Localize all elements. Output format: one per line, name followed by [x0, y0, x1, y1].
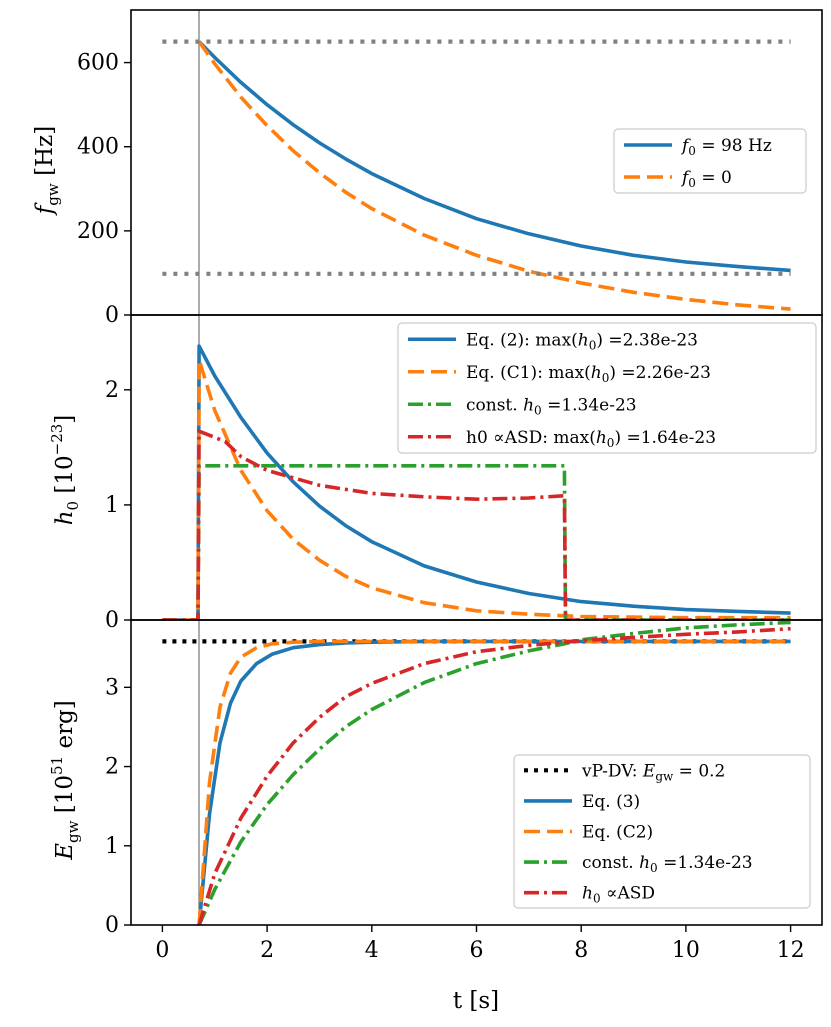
amplitude-panel: 0 1 2 h0 [10−23] Eq. (2): max(h0) =2.38e-2…: [48, 314, 823, 633]
y-tick-label: 2: [105, 755, 119, 780]
legend-box: [397, 322, 817, 454]
x-tick-label: 8: [574, 938, 588, 963]
legend-label-eq-c1: Eq. (C1): max(h0) =2.26e-23: [466, 363, 711, 385]
y-tick-label: 3: [105, 675, 119, 700]
legend-label-const-h0: const. h0 =1.34e-23: [582, 853, 753, 875]
y-tick-label: 200: [77, 219, 119, 244]
legend-frequency: f0 = 98 Hz f0 = 0: [613, 128, 807, 194]
y-tick-label: 600: [77, 51, 119, 76]
legend-label-eq-2: Eq. (2): max(h0) =2.38e-23: [466, 330, 698, 352]
series-eq-2: [162, 344, 791, 620]
legend-amplitude: Eq. (2): max(h0) =2.38e-23 Eq. (C1): max(…: [397, 322, 817, 454]
legend-box: [513, 754, 811, 909]
xlabel-time: t [s]: [453, 988, 499, 1014]
x-tick-label: 6: [470, 938, 484, 963]
y-tick-label: 0: [105, 913, 119, 938]
y-tick-label: 0: [105, 303, 119, 328]
legend-label-f0-0: f0 = 0: [680, 168, 732, 190]
x-tick-label: 10: [672, 938, 700, 963]
series-const-h0: [197, 620, 791, 925]
x-tick-label: 0: [155, 938, 169, 963]
ylabel-egw: Egw [1051 erg]: [48, 700, 82, 861]
series-eq-c1: [162, 358, 791, 620]
x-tick-label: 4: [365, 938, 379, 963]
series-h0-proportional-asd: [162, 429, 791, 620]
series-h0-proportional-asd: [197, 626, 791, 925]
energy-panel-frame: [130, 619, 823, 926]
legend-label-eq-3: Eq. (3): [582, 792, 640, 812]
ylabel-fgw: fgw [Hz]: [32, 126, 62, 216]
y-tick-label: 400: [77, 135, 119, 160]
series-f0-98-hz: [197, 40, 791, 273]
series-f0-0: [197, 40, 791, 311]
legend-label-h0-proportional-asd: h0 ∝ASD: [582, 884, 655, 906]
y-tick-label: 1: [105, 493, 119, 518]
legend-energy: vP-DV: Egw = 0.2 Eq. (3) Eq. (C2) const. h0…: [513, 754, 811, 909]
series-const-h0: [162, 463, 791, 620]
y-tick-label: 1: [105, 834, 119, 859]
y-tick-label: 2: [105, 378, 119, 403]
series-eq-c2: [197, 639, 791, 925]
ylabel-h0: h0 [10−23]: [48, 415, 82, 526]
y-tick-label: 0: [105, 608, 119, 633]
legend-label-h0-proportional-asd: h0 ∝ASD: max(h0) =1.64e-23: [466, 428, 716, 450]
legend-label-eq-c2: Eq. (C2): [582, 823, 653, 843]
x-tick-label: 2: [260, 938, 274, 963]
legend-label-const-h0: const. h0 =1.34e-23: [466, 395, 637, 417]
x-tick-label: 12: [777, 938, 805, 963]
legend-label-f0-98-hz: f0 = 98 Hz: [680, 136, 772, 158]
legend-label-vp-dv: vP-DV: Egw = 0.2: [581, 761, 725, 783]
frequency-panel: 0 200 400 600 fgw [Hz] f0 = 98 Hz f0 = 0: [32, 9, 823, 328]
